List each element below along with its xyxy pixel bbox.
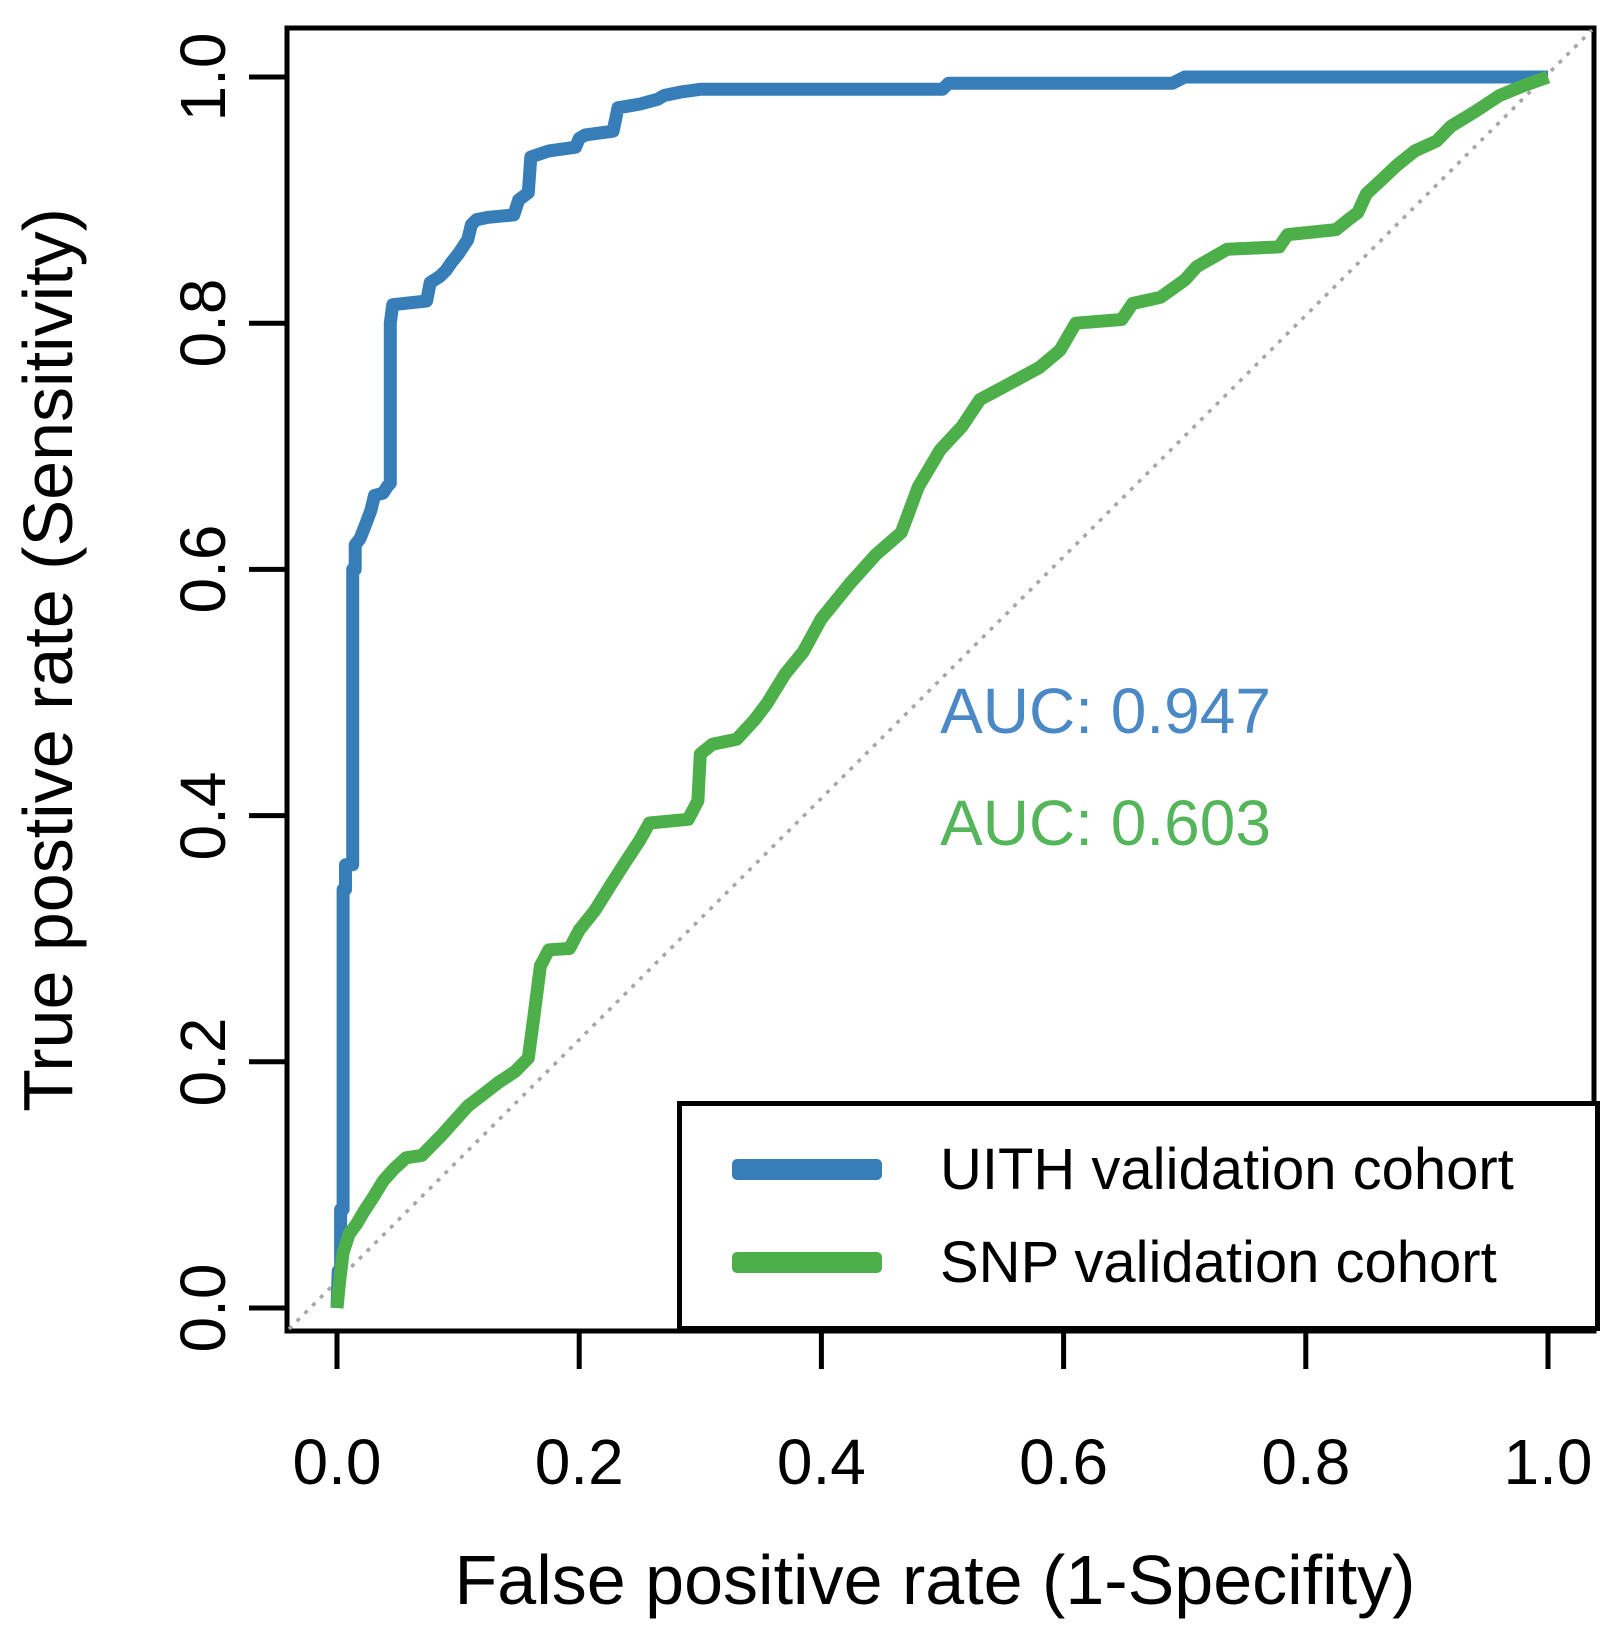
x-tick-label: 0.2 bbox=[534, 1426, 624, 1498]
x-axis-title: False positive rate (1-Specifity) bbox=[454, 1541, 1416, 1619]
legend-swatch-snp-icon bbox=[732, 1252, 882, 1273]
y-tick-label: 0.6 bbox=[167, 524, 239, 614]
x-tick-label: 0.8 bbox=[1261, 1426, 1351, 1498]
x-tick-label: 0.0 bbox=[292, 1426, 382, 1498]
y-tick-label: 0.0 bbox=[167, 1263, 239, 1353]
legend-label-uith: UITH validation cohort bbox=[940, 1137, 1514, 1202]
legend-swatch-uith-icon bbox=[732, 1159, 882, 1180]
y-axis-title: True postive rate (Sensitivity) bbox=[9, 208, 87, 1112]
legend: UITH validation cohort SNP validation co… bbox=[677, 1101, 1600, 1331]
legend-label-snp: SNP validation cohort bbox=[940, 1230, 1497, 1295]
snp-roc-curve bbox=[330, 70, 1551, 1309]
legend-row-snp: SNP validation cohort bbox=[732, 1229, 1595, 1296]
x-tick-label: 0.6 bbox=[1019, 1426, 1109, 1498]
roc-curves bbox=[330, 70, 1551, 1309]
legend-row-uith: UITH validation cohort bbox=[732, 1136, 1595, 1203]
y-tick-label: 0.4 bbox=[167, 771, 239, 861]
y-tick-label: 0.8 bbox=[167, 278, 239, 368]
auc-annotation-uith: AUC: 0.947 bbox=[940, 674, 1271, 747]
y-tick-label: 0.2 bbox=[167, 1017, 239, 1107]
x-tick-label: 1.0 bbox=[1503, 1426, 1593, 1498]
auc-annotation-snp: AUC: 0.603 bbox=[940, 786, 1271, 859]
plot-border-box bbox=[284, 25, 1597, 1334]
axis-ticks bbox=[249, 74, 1551, 1369]
uith-roc-curve bbox=[330, 70, 1548, 1309]
x-tick-label: 0.4 bbox=[776, 1426, 866, 1498]
y-tick-label: 1.0 bbox=[167, 32, 239, 122]
